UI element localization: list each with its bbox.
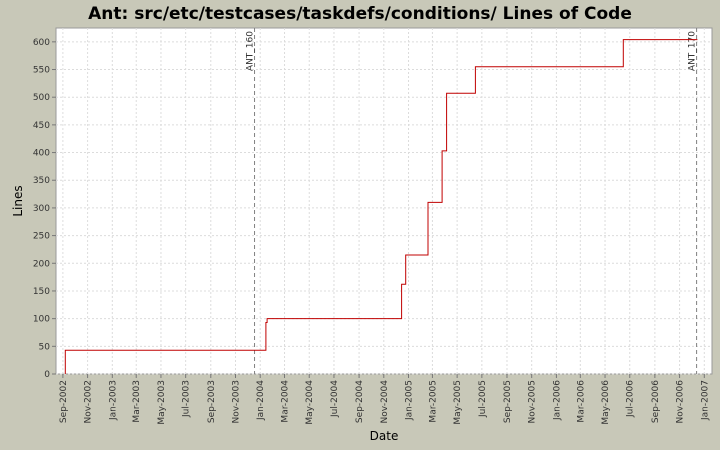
y-tick-label: 250 [33, 232, 50, 242]
series-line [64, 39, 698, 374]
x-tick-label: Mar-2004 [281, 380, 291, 423]
release-marker-label: ANT_170 [688, 31, 698, 71]
x-tick-label: Jan-2006 [552, 380, 562, 421]
y-tick-label: 0 [44, 370, 50, 380]
x-tick-label: Sep-2005 [503, 380, 513, 423]
grid [56, 28, 712, 375]
x-tick-label: Jul-2006 [626, 380, 636, 418]
x-axis: Sep-2002 Nov-2002 Jan-2003 Mar-2003 May-2003… [59, 374, 710, 425]
x-tick-label: Mar-2003 [132, 380, 142, 423]
x-tick-label: Sep-2004 [355, 380, 365, 423]
x-tick-label: Mar-2006 [576, 380, 586, 423]
y-tick-label: 50 [39, 342, 51, 352]
y-tick-label: 600 [33, 38, 50, 48]
y-tick-label: 200 [33, 259, 50, 269]
x-tick-label: Jan-2004 [256, 380, 266, 421]
y-tick-label: 550 [33, 66, 50, 76]
y-axis: 0 50 100 150 200 250 300 350 400 450 500 550 600 [33, 38, 56, 380]
x-tick-label: Nov-2004 [380, 380, 390, 424]
release-marker-label: ANT_160 [246, 31, 256, 71]
x-tick-label: Mar-2005 [428, 380, 438, 423]
x-tick-label: Sep-2002 [59, 380, 69, 423]
y-tick-label: 500 [33, 93, 50, 103]
x-tick-label: Jan-2003 [108, 380, 118, 421]
x-tick-label: Jul-2003 [182, 380, 192, 418]
x-tick-label: Nov-2006 [676, 380, 686, 424]
release-markers: ANT_160 ANT_170 [246, 28, 698, 374]
y-tick-label: 400 [33, 149, 50, 159]
y-tick-label: 100 [33, 315, 50, 325]
x-tick-label: Jul-2004 [330, 380, 340, 418]
x-tick-label: Nov-2003 [231, 380, 241, 423]
x-tick-label: Jan-2005 [405, 380, 415, 421]
x-tick-label: May-2004 [305, 380, 315, 425]
x-tick-label: May-2006 [601, 380, 611, 425]
x-tick-label: Sep-2006 [651, 380, 661, 423]
y-tick-label: 300 [33, 204, 50, 214]
y-tick-label: 150 [33, 287, 50, 297]
x-axis-label: Date [370, 429, 399, 443]
x-tick-label: Jan-2007 [700, 380, 710, 421]
series-layer [64, 39, 698, 374]
y-axis-label: Lines [11, 185, 25, 216]
x-tick-label: May-2005 [453, 380, 463, 425]
y-tick-label: 350 [33, 176, 50, 186]
x-tick-label: Sep-2003 [207, 380, 217, 423]
x-tick-label: May-2003 [157, 380, 167, 425]
x-tick-label: Jul-2005 [478, 380, 488, 418]
chart-title: Ant: src/etc/testcases/taskdefs/conditio… [88, 4, 632, 24]
x-tick-label: Nov-2005 [528, 380, 538, 423]
x-tick-label: Nov-2002 [84, 380, 94, 423]
y-tick-label: 450 [33, 121, 50, 131]
